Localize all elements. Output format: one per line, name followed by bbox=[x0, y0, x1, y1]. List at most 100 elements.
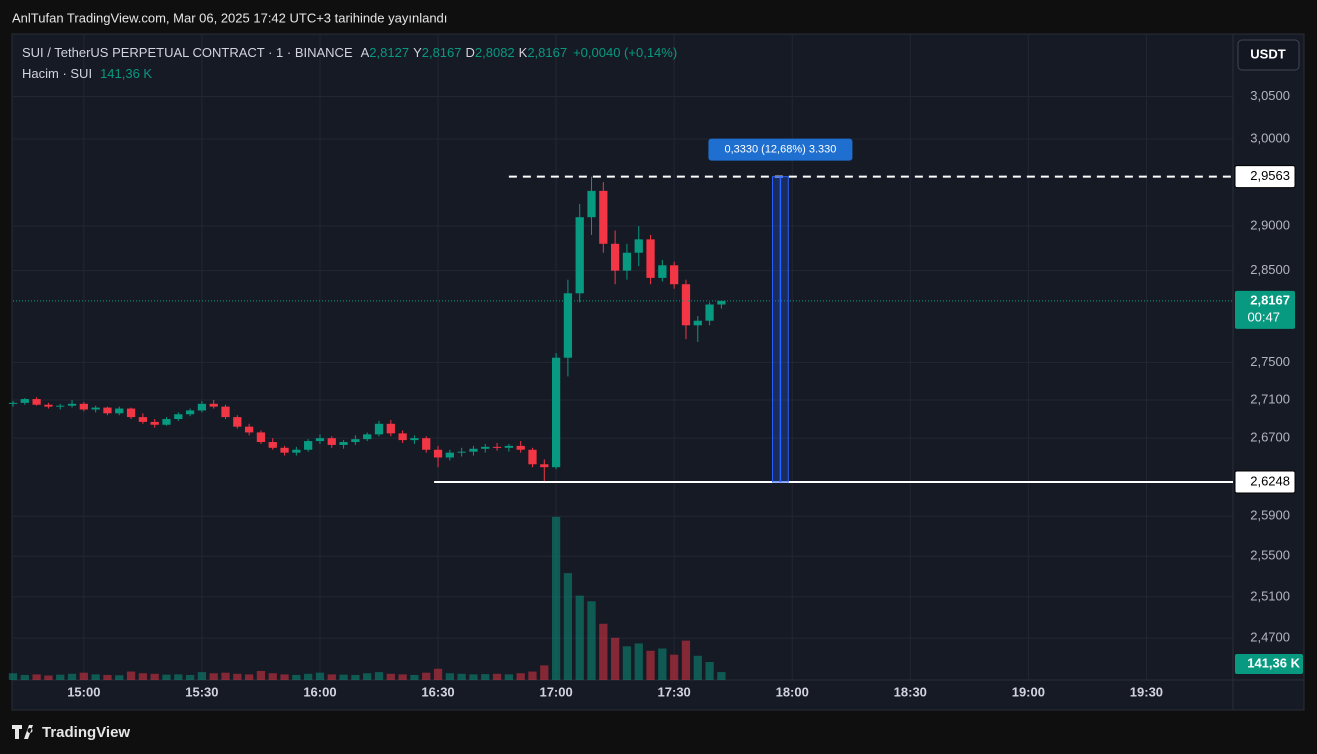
symbol: SUI / TetherUS PERPETUAL CONTRACT · 1 · … bbox=[22, 45, 353, 60]
candle-body bbox=[221, 406, 230, 418]
measure-label: 0,3330 (12,68%) 3.330 bbox=[724, 144, 836, 156]
footer-logo bbox=[12, 725, 33, 739]
y-tick-label: 2,5500 bbox=[1250, 548, 1290, 563]
candle-body bbox=[233, 417, 242, 427]
volume-bar bbox=[469, 674, 478, 680]
x-tick-label: 18:30 bbox=[894, 684, 927, 699]
volume-bar bbox=[91, 674, 100, 680]
x-tick-label: 15:30 bbox=[185, 684, 218, 699]
candle-body bbox=[197, 403, 207, 411]
volume-bar bbox=[20, 674, 29, 680]
candle-body bbox=[174, 414, 183, 420]
candle-body bbox=[150, 421, 159, 425]
measure-price-label: 2,9563 bbox=[1250, 168, 1290, 183]
currency-button-label[interactable]: USDT bbox=[1250, 46, 1285, 61]
candle-body bbox=[292, 449, 301, 453]
candle-body bbox=[610, 243, 620, 271]
overlay-layer: 2,8167 00:47 141,36 K 0,3330 (12,68%) 3.330… bbox=[13, 138, 1303, 674]
volume-bar bbox=[280, 674, 289, 680]
volume-bar bbox=[398, 674, 407, 680]
candle-body bbox=[681, 284, 691, 326]
volume-bar bbox=[540, 665, 549, 680]
chart-panel bbox=[11, 33, 1305, 711]
countdown-label: 00:47 bbox=[1247, 309, 1280, 324]
candle-body bbox=[268, 442, 277, 448]
candle-body bbox=[351, 439, 360, 443]
volume-bar bbox=[717, 672, 726, 680]
candle-body bbox=[481, 446, 490, 449]
ohlc-value: 2,8167 bbox=[422, 45, 462, 60]
measure-price-tag bbox=[1234, 470, 1296, 494]
candle-body bbox=[646, 239, 655, 278]
volume-bar bbox=[563, 573, 573, 680]
candle-body bbox=[587, 190, 596, 218]
x-tick-label: 19:30 bbox=[1130, 684, 1163, 699]
candle-body bbox=[244, 426, 254, 433]
volume-bar bbox=[422, 672, 431, 680]
y-tick-label: 2,7100 bbox=[1250, 391, 1290, 406]
candle-body bbox=[492, 446, 502, 448]
volume-bar bbox=[256, 671, 266, 680]
y-tick-label: 3,0000 bbox=[1250, 130, 1290, 145]
volume-bar bbox=[351, 674, 360, 680]
candle-body bbox=[339, 442, 348, 445]
y-tick-label: 3,0500 bbox=[1250, 88, 1290, 103]
candle-body bbox=[315, 438, 325, 442]
candle-body bbox=[280, 447, 289, 453]
candle-body bbox=[363, 434, 372, 440]
candle-body bbox=[469, 448, 478, 452]
volume-bar bbox=[670, 654, 679, 680]
ohlc-key: D bbox=[466, 45, 475, 60]
volume-bar bbox=[528, 671, 537, 680]
candle-body bbox=[20, 399, 29, 403]
volume-bar bbox=[705, 662, 714, 680]
volume-bar bbox=[8, 673, 18, 680]
volume-bar bbox=[44, 675, 53, 680]
ohlc-value: 2,8167 bbox=[527, 45, 567, 60]
ohlc-key: K bbox=[519, 45, 528, 60]
candle-body bbox=[304, 441, 313, 450]
volume-bar bbox=[516, 673, 525, 680]
volume-bar bbox=[315, 672, 325, 680]
volume-bar bbox=[363, 673, 372, 680]
candle-body bbox=[8, 402, 18, 404]
volume-bar bbox=[56, 674, 65, 680]
candle-body bbox=[410, 438, 419, 441]
x-tick-label: 16:00 bbox=[303, 684, 336, 699]
volume-bar bbox=[551, 516, 561, 680]
candle-body bbox=[575, 217, 584, 294]
candle-body bbox=[56, 405, 65, 407]
volume-bar bbox=[103, 674, 112, 680]
candle-body bbox=[658, 265, 667, 278]
candle-body bbox=[563, 293, 573, 358]
candle-body bbox=[622, 252, 632, 271]
volume-layer bbox=[8, 516, 726, 680]
volume-bar bbox=[481, 674, 490, 680]
volume-bar bbox=[115, 675, 124, 680]
currency-button[interactable] bbox=[1237, 39, 1300, 71]
volume-bar bbox=[646, 650, 655, 680]
volume-bar bbox=[610, 637, 620, 680]
candle-body bbox=[670, 265, 679, 285]
volume-bar bbox=[126, 671, 136, 680]
x-tick-label: 17:00 bbox=[539, 684, 572, 699]
last-price-tag bbox=[1235, 290, 1295, 329]
volume-header: Hacim · SUI 141,36 K bbox=[22, 66, 152, 81]
volume-bar bbox=[162, 674, 171, 680]
candle-body bbox=[67, 403, 77, 406]
measure-price-label: 2,6248 bbox=[1250, 473, 1290, 488]
grid bbox=[13, 35, 1233, 680]
volume-bar bbox=[150, 673, 159, 680]
candle-body bbox=[162, 419, 171, 425]
candle-body bbox=[126, 408, 136, 418]
footer-brand: TradingView bbox=[42, 724, 130, 741]
volume-bar bbox=[599, 623, 608, 680]
y-tick-label: 2,8500 bbox=[1250, 262, 1290, 277]
volume-bar bbox=[658, 648, 667, 680]
candle-body bbox=[551, 357, 561, 468]
volume-bar bbox=[327, 674, 336, 680]
candle-body bbox=[599, 190, 608, 244]
volume-bar bbox=[504, 674, 514, 680]
